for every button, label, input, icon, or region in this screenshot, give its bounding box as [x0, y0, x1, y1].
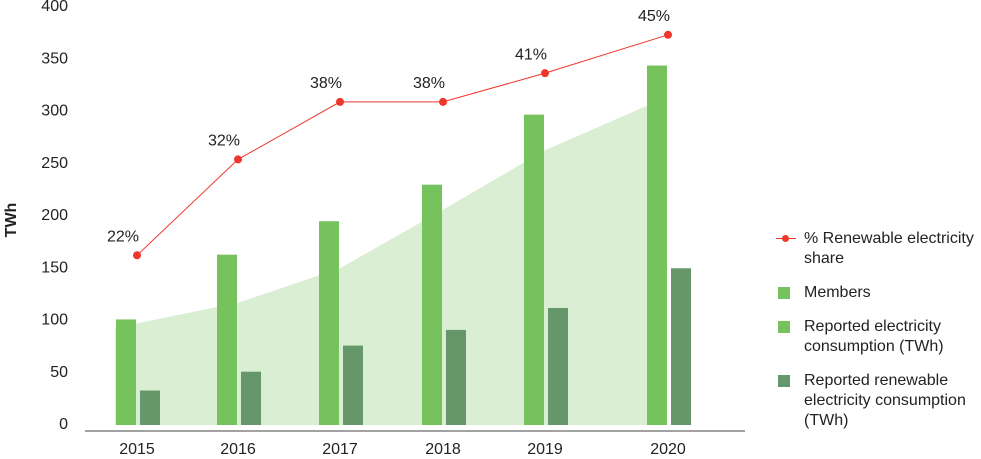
data-label: 38%	[310, 75, 342, 92]
bar	[319, 221, 339, 425]
y-tick-label: 200	[41, 207, 68, 224]
line	[136, 34, 669, 256]
bar	[116, 319, 136, 425]
y-tick-label: 250	[41, 155, 68, 172]
x-tick-label: 2020	[650, 441, 686, 458]
legend-swatch	[776, 235, 796, 242]
legend-swatch	[778, 321, 790, 333]
legend-label: Reported renewable electricity consumpti…	[804, 372, 966, 429]
bar	[140, 390, 160, 425]
legend-label: Members	[804, 284, 871, 301]
y-tick-label: 50	[50, 364, 68, 381]
y-tick-label: 350	[41, 50, 68, 67]
point	[439, 97, 447, 106]
legend-item: Reported renewable electricity consumpti…	[776, 371, 976, 431]
legend-label: Reported electricity consumption (TWh)	[804, 318, 944, 355]
legend-item: % Renewable electricity share	[776, 229, 976, 269]
y-tick-label: 150	[41, 259, 68, 276]
x-tick-label: 2019	[527, 441, 563, 458]
point	[336, 97, 344, 106]
legend-swatch	[778, 287, 790, 299]
bar	[671, 268, 691, 425]
y-tick-label: 400	[41, 0, 68, 15]
x-tick-label: 2017	[322, 441, 358, 458]
legend-marker	[782, 235, 789, 242]
data-label: 38%	[413, 75, 445, 92]
x-tick-label: 2016	[220, 441, 256, 458]
data-label: 22%	[107, 229, 139, 246]
data-label: 41%	[515, 46, 547, 63]
point	[664, 30, 672, 39]
bar	[241, 371, 261, 425]
y-tick-label: 300	[41, 103, 68, 120]
legend-item: Members	[776, 283, 976, 303]
bar	[422, 184, 442, 425]
y-tick-label: 100	[41, 312, 68, 329]
point	[541, 69, 549, 78]
chart: TWh 0 50 100 150 200 250 300 350 400 2015 2016 2017…	[3, 0, 745, 458]
legend: % Renewable electricity share Members Repo…	[776, 215, 976, 431]
y-axis-title: TWh	[3, 203, 20, 238]
point	[133, 251, 141, 260]
bar	[548, 307, 568, 425]
data-label: 32%	[208, 133, 240, 150]
area	[115, 101, 658, 426]
bar	[217, 254, 237, 425]
bar	[524, 114, 544, 425]
data-label: 45%	[638, 8, 670, 25]
legend-item: Reported electricity consumption (TWh)	[776, 317, 976, 357]
x-tick-label: 2018	[425, 441, 461, 458]
point	[234, 155, 242, 164]
y-tick-label: 0	[59, 416, 68, 433]
bar	[343, 345, 363, 425]
legend-swatch	[778, 375, 790, 387]
x-tick-label: 2015	[119, 441, 155, 458]
bar	[446, 329, 466, 425]
bar	[647, 65, 667, 426]
legend-label: % Renewable electricity share	[804, 230, 974, 267]
